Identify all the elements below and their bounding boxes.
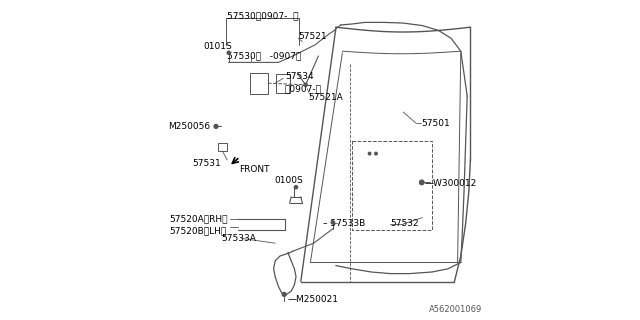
Text: 57532: 57532 [390, 220, 419, 228]
Text: 57501: 57501 [421, 119, 449, 128]
Text: 57530〈0907-  〉: 57530〈0907- 〉 [227, 12, 299, 20]
Text: 〈0907-〉: 〈0907-〉 [285, 84, 322, 93]
Circle shape [227, 51, 230, 54]
Text: FRONT: FRONT [239, 165, 270, 174]
Circle shape [375, 152, 378, 155]
Circle shape [304, 83, 307, 86]
Text: 57531: 57531 [192, 159, 221, 168]
Text: 57521: 57521 [298, 32, 327, 41]
Circle shape [214, 124, 218, 128]
Circle shape [294, 186, 298, 189]
Text: A562001069: A562001069 [429, 305, 482, 314]
Circle shape [332, 221, 335, 224]
Text: —W300012: —W300012 [425, 180, 477, 188]
Circle shape [369, 152, 371, 155]
Circle shape [282, 292, 286, 296]
Text: 0100S: 0100S [275, 176, 303, 185]
Text: 57530〈   -0907〉: 57530〈 -0907〉 [227, 52, 301, 60]
Text: 57520A〈RH〉: 57520A〈RH〉 [170, 215, 228, 224]
Text: 57521A: 57521A [308, 93, 342, 102]
Text: M250056: M250056 [168, 122, 210, 131]
Text: 57534: 57534 [285, 72, 314, 81]
Text: 57520B〈LH〉: 57520B〈LH〉 [170, 226, 227, 235]
Text: 0101S: 0101S [204, 42, 232, 51]
Bar [352, 141, 432, 230]
Text: – 57533B: – 57533B [323, 220, 365, 228]
Text: 57533A: 57533A [221, 234, 255, 243]
Text: —M250021: —M250021 [288, 295, 339, 304]
Circle shape [420, 180, 424, 185]
